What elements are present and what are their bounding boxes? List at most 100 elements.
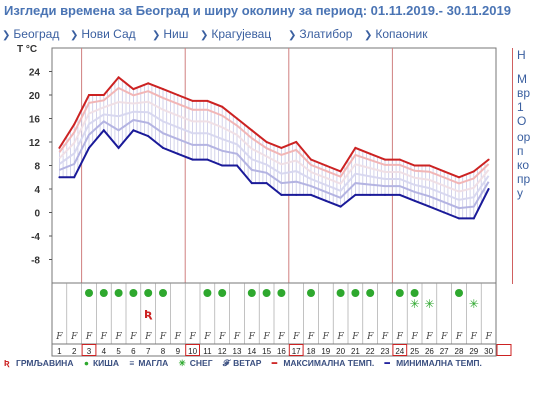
snow-icon: ✳: [469, 297, 479, 311]
max-temp-point: [162, 88, 164, 91]
min-temp-point: [413, 199, 416, 202]
wind-icon: F: [366, 332, 374, 342]
day-number-label: 6: [131, 347, 136, 356]
y-tick-label: 24: [29, 68, 41, 79]
max-temp-point: [458, 176, 460, 179]
min-temp-point: [324, 199, 327, 202]
wind-icon: F: [336, 332, 344, 342]
day-number-label: 13: [233, 347, 242, 356]
day-number-label: 23: [381, 347, 390, 356]
nav-link-zlatibor[interactable]: ❯ Златибор: [288, 27, 353, 41]
max-temp-point: [58, 146, 61, 149]
nav-link-kragujevac[interactable]: ❯ Крагујевац: [200, 27, 272, 41]
wind-icon: F: [203, 332, 211, 342]
wind-icon: F: [188, 332, 196, 342]
nav-link-beograd[interactable]: ❯ Београд: [2, 27, 60, 41]
side-text-3: 1: [517, 100, 524, 114]
max-temp-point: [176, 94, 179, 96]
legend-storm: Ʀ ГРМЉАВИНА: [4, 358, 74, 368]
wind-icon: F: [55, 332, 63, 342]
min-temp-point: [176, 152, 179, 155]
day-number-label: 20: [336, 347, 345, 356]
max-temp-point: [354, 146, 357, 149]
min-temp-point: [458, 217, 460, 220]
wind-icon: F: [484, 332, 492, 342]
min-temp-point: [339, 205, 342, 208]
storm-icon: Ʀ: [4, 358, 10, 368]
day-number-label: 19: [321, 347, 330, 356]
highlighted-day-box: [496, 344, 512, 356]
min-temp-point: [310, 193, 312, 196]
side-divider: [512, 48, 513, 284]
legend-rain: ● КИША: [83, 358, 119, 368]
min-temp-point: [236, 164, 238, 167]
nav-link-novi-sad[interactable]: ❯ Нови Сад: [70, 27, 136, 41]
chevron-icon: ❯: [70, 30, 79, 41]
rain-icon: [455, 289, 463, 297]
y-tick-label: 0: [34, 209, 40, 220]
min-temp-point: [280, 193, 283, 196]
chevron-icon: ❯: [200, 30, 209, 41]
wind-icon: F: [129, 332, 137, 342]
rain-icon: [159, 289, 167, 297]
y-tick-label: 16: [29, 115, 41, 126]
day-number-label: 28: [455, 347, 464, 356]
rain-icon: [277, 289, 286, 297]
highlighted-day-box: [392, 344, 408, 356]
wind-icon: F: [85, 332, 93, 342]
wind-icon: F: [292, 332, 300, 342]
day-number-label: 24: [395, 347, 404, 356]
wind-icon: F: [233, 332, 241, 342]
nav-link-kopaonik[interactable]: ❯ Копаоник: [364, 27, 428, 41]
max-temp-point: [472, 170, 475, 173]
y-axis-label: T °C: [17, 44, 37, 55]
min-temp-point: [443, 211, 446, 214]
legend-snow: ✳ СНЕГ: [178, 358, 213, 368]
chevron-icon: ❯: [152, 30, 161, 41]
max-temp-point: [280, 146, 283, 149]
max-temp-line: [58, 76, 490, 179]
rain-icon: [85, 289, 93, 297]
max-temp-point: [191, 99, 194, 102]
chevron-icon: ❯: [2, 30, 11, 41]
storm-icon: Ʀ: [144, 308, 153, 321]
max-temp-point: [88, 94, 90, 96]
y-tick-label: 12: [29, 138, 41, 149]
day-number-label: 18: [307, 347, 316, 356]
max-temp-point: [250, 129, 253, 132]
wind-icon: F: [174, 332, 182, 342]
day-number-label: 8: [161, 347, 166, 356]
day-number-label: 4: [102, 347, 107, 356]
max-temp-point: [428, 164, 431, 167]
day-number-label: 29: [469, 347, 478, 356]
side-text-9: у: [517, 186, 523, 200]
y-tick-label: 4: [34, 185, 40, 196]
wind-icon: F: [307, 332, 315, 342]
max-temp-point: [206, 99, 209, 102]
rain-icon: [218, 289, 227, 297]
max-temp-point: [221, 105, 224, 108]
y-tick-label: 8: [34, 162, 40, 173]
side-text-1: М: [517, 72, 527, 86]
side-text-7: ко: [517, 158, 530, 172]
max-temp-point: [102, 94, 105, 96]
rain-icon: [99, 289, 108, 297]
day-number-label: 27: [440, 347, 449, 356]
rain-icon: [410, 289, 419, 297]
min-temp-point: [250, 182, 253, 185]
chevron-icon: ❯: [288, 30, 297, 41]
rain-icon: [203, 289, 212, 297]
max-temp-point: [310, 158, 312, 161]
wind-icon: F: [425, 332, 433, 342]
temperature-band: [58, 100, 490, 193]
snow-icon: ✳: [410, 297, 420, 311]
highlighted-day-box: [288, 344, 304, 356]
day-number-label: 2: [72, 347, 77, 356]
side-text-8: пр: [517, 172, 531, 186]
wind-icon: F: [440, 332, 448, 342]
day-number-label: 5: [116, 347, 121, 356]
nav-link-nis[interactable]: ❯ Ниш: [152, 27, 189, 41]
side-text-0: Н: [517, 48, 526, 62]
min-temp-point: [191, 158, 194, 161]
